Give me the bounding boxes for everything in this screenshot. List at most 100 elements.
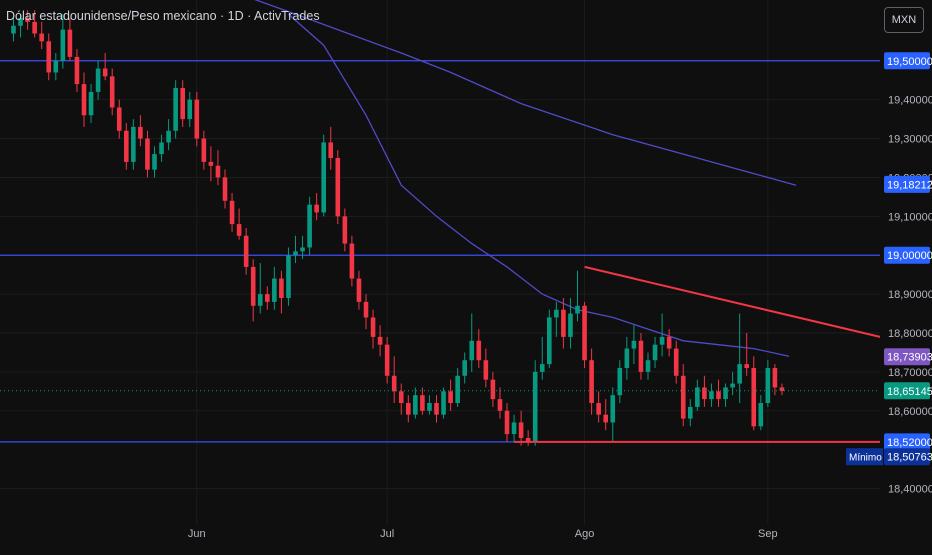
candle-body [300, 247, 305, 252]
price-label-box [884, 348, 930, 366]
min-caption-box [846, 448, 883, 466]
candle-body [673, 348, 679, 376]
price-label-box [884, 448, 930, 466]
candle-body [702, 387, 707, 400]
candle-body [490, 379, 496, 400]
moving-average-long-line [254, 0, 797, 186]
price-label-box [884, 433, 930, 451]
candle-body [695, 387, 700, 407]
candle-body [441, 391, 446, 415]
candle-body [208, 161, 214, 166]
candle-body [25, 18, 30, 22]
candle-body [314, 204, 319, 213]
candle-body [53, 60, 59, 73]
candle-body [765, 368, 771, 403]
candle-body [145, 138, 150, 170]
y-tick-label: 18,60000 [888, 406, 932, 418]
x-tick-label: Ago [575, 528, 595, 540]
candle-body [32, 21, 37, 34]
candle-body [511, 422, 517, 435]
candle-body [356, 278, 362, 302]
candle-body [420, 395, 425, 411]
price-label-box [884, 52, 930, 70]
candle-body [131, 126, 136, 162]
candle-body [539, 364, 545, 372]
y-tick-label: 18,90000 [888, 289, 932, 301]
candle-body [561, 309, 566, 337]
candle-body [88, 91, 94, 116]
y-tick-label: 18,40000 [888, 484, 932, 496]
candle-body [610, 395, 616, 423]
candle-body [236, 224, 242, 236]
candle-body [406, 403, 411, 415]
candle-body [109, 76, 115, 108]
candle-body [659, 336, 665, 345]
candle-body [723, 387, 728, 400]
candle-body [434, 403, 439, 415]
candle-body [222, 177, 228, 201]
currency-button[interactable]: MXN [884, 7, 924, 33]
candle-body [589, 360, 594, 403]
x-tick-label: Sep [758, 528, 778, 540]
candle-body [229, 200, 235, 225]
price-label-text: 18,65145 [887, 386, 932, 398]
candle-body [772, 368, 778, 388]
candle-body [575, 305, 580, 314]
y-tick-label: 19,10000 [888, 211, 932, 223]
candle-body [624, 348, 630, 368]
candle-body [547, 317, 552, 365]
candle-body [638, 340, 644, 372]
candle-body [631, 340, 637, 349]
chart-title: Dólar estadounidense/Peso mexicano · 1D … [6, 9, 320, 23]
candle-body [730, 383, 735, 388]
candle-body [398, 391, 404, 403]
price-label-text: 18,73903 [887, 352, 932, 364]
candle-body [448, 391, 453, 403]
candle-body [652, 344, 658, 361]
price-label-text: 18,52000 [887, 437, 932, 449]
candle-body [46, 41, 52, 73]
candle-body [525, 438, 531, 442]
candle-body [469, 340, 475, 361]
candle-body [18, 18, 23, 26]
candle-body [124, 130, 129, 162]
price-label-box [884, 175, 930, 193]
price-label-text: 18,50763 [887, 452, 932, 464]
candle-body [483, 360, 489, 380]
candle-body [413, 395, 418, 415]
candle-body [751, 368, 757, 427]
x-tick-label: Jul [380, 528, 394, 540]
candle-body [391, 375, 397, 392]
candle-body [504, 410, 510, 435]
candle-body [779, 387, 785, 391]
moving-average-line [287, 13, 790, 357]
candle-body [60, 29, 66, 61]
candle-body [554, 309, 559, 318]
candle-body [532, 371, 538, 442]
candle-body [95, 68, 101, 92]
candle-body [11, 25, 16, 34]
candle-body [427, 403, 432, 411]
candle-body [39, 33, 44, 42]
candle-body [286, 255, 291, 298]
candle-body [758, 403, 764, 427]
candle-body [680, 375, 686, 419]
y-tick-label: 18,70000 [888, 367, 932, 379]
candle-body [666, 336, 672, 349]
x-tick-label: Jun [188, 528, 206, 540]
min-caption-text: Mínimo [849, 453, 882, 464]
price-label-text: 19,00000 [887, 250, 932, 262]
candle-body [349, 243, 355, 279]
candle-body [617, 368, 623, 396]
candle-body [272, 278, 277, 302]
candle-body [173, 88, 178, 131]
candle-body [187, 99, 193, 120]
candle-body [102, 68, 108, 77]
candle-body [462, 360, 467, 376]
y-tick-label: 18,80000 [888, 328, 932, 340]
price-axis [880, 0, 932, 550]
candle-body [243, 235, 249, 267]
candle-body [250, 266, 256, 306]
